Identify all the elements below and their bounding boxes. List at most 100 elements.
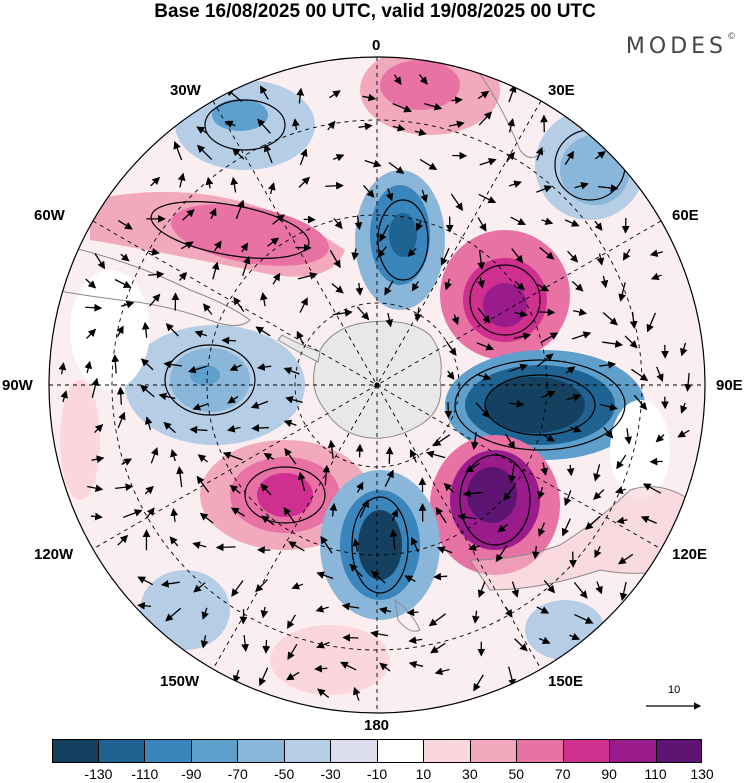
colorbar-swatch <box>331 739 378 763</box>
wind-vector-arrow <box>224 120 236 128</box>
wind-vector-arrow <box>235 199 245 220</box>
wind-vector-arrow <box>432 434 451 447</box>
wind-vector-arrow <box>440 247 450 266</box>
wind-vector-arrow <box>415 220 424 232</box>
wind-vector-arrow <box>539 247 555 260</box>
wind-vector-arrow <box>425 450 446 459</box>
colorbar-tick-label: -50 <box>274 766 295 782</box>
wind-vector-arrow <box>291 582 303 590</box>
wind-vector-arrow <box>540 462 549 476</box>
wind-vector-arrow <box>263 143 273 164</box>
wind-vector-arrow <box>255 579 268 593</box>
wind-vector-arrow <box>508 666 516 688</box>
wind-vectors <box>58 74 692 701</box>
wind-vector-arrow <box>352 686 361 701</box>
anomaly-neutral <box>70 270 150 390</box>
wind-vector-arrow <box>385 446 394 464</box>
wind-vector-arrow <box>221 336 236 345</box>
colorbar <box>52 739 702 763</box>
modes-logo: MODES© <box>626 32 736 59</box>
wind-vector-arrow <box>122 509 143 519</box>
wind-vector-arrow <box>574 613 594 624</box>
map-boundary <box>48 56 706 714</box>
wind-vector-arrow <box>144 416 153 431</box>
wind-vector-arrow <box>536 606 550 614</box>
wind-vector-arrow <box>163 421 176 434</box>
wind-vector-arrow <box>232 148 245 160</box>
wind-vector-arrow <box>408 660 424 669</box>
colorbar-tick-label: 90 <box>601 766 617 782</box>
wind-vector-arrow <box>272 272 281 285</box>
wind-vector-arrow <box>317 688 330 699</box>
wind-vector-arrow <box>160 579 180 588</box>
wind-vector-arrow <box>141 321 150 338</box>
wind-vector-arrow <box>596 253 605 266</box>
wind-vector-arrow <box>511 581 519 598</box>
wind-vector-arrow <box>147 248 160 256</box>
wind-vector-arrow <box>513 332 532 341</box>
anomaly-negative-core <box>389 213 417 257</box>
wind-vector-arrow <box>585 515 601 530</box>
wind-vector-arrow <box>118 220 133 230</box>
wind-vector-arrow <box>213 240 222 252</box>
colorbar-tick-label: 110 <box>644 766 667 782</box>
wind-vector-arrow <box>233 296 245 313</box>
wind-vector-arrow <box>240 242 249 253</box>
wind-vector-arrow <box>292 118 300 131</box>
wind-vector-arrow <box>408 636 423 645</box>
wind-vector-arrow <box>569 551 577 568</box>
wind-vector-arrow <box>116 386 125 405</box>
wind-vector-arrow <box>677 429 690 438</box>
lon-label-120e: 120E <box>672 546 708 563</box>
colorbar-tick-label: -90 <box>181 766 202 782</box>
wind-vector-arrow <box>114 278 132 288</box>
wind-vector-arrow <box>196 475 210 493</box>
anomaly-positive-core <box>257 473 313 517</box>
wind-vector-arrow <box>230 507 245 517</box>
colorbar-tick-label: 10 <box>415 766 432 782</box>
wind-vector-arrow <box>298 176 311 188</box>
wind-vector-arrow <box>285 395 303 404</box>
colorbar-tick-label: -130 <box>84 766 113 782</box>
wind-vector-arrow <box>91 377 100 398</box>
wind-vector-arrow <box>211 261 220 280</box>
wind-vector-arrow <box>507 118 515 133</box>
colorbar-swatch <box>238 739 285 763</box>
new-zealand-outline <box>394 598 421 632</box>
wind-vector-arrow <box>599 403 618 411</box>
wind-vector-arrow <box>199 512 214 524</box>
wind-vector-arrow <box>614 486 627 494</box>
wind-vector-arrow <box>569 425 582 433</box>
wind-vector-arrow <box>503 485 516 502</box>
wind-vector-arrow <box>259 85 269 100</box>
wind-vector-arrow <box>468 543 481 551</box>
wind-vector-arrow <box>364 159 382 168</box>
anomaly-positive-core <box>171 204 329 266</box>
colorbar-swatch <box>52 739 99 763</box>
wind-vector-arrow <box>409 449 417 463</box>
wind-vector-arrow <box>618 282 626 302</box>
wind-vector-arrow <box>430 642 446 654</box>
wind-vector-arrow <box>250 400 269 409</box>
wind-vector-arrow <box>340 661 357 671</box>
wind-vector-arrow <box>655 434 665 443</box>
wind-vector-arrow <box>649 249 663 258</box>
wind-vector-arrow <box>284 448 297 465</box>
wind-vector-arrow <box>259 667 269 687</box>
colorbar-tick-label: 70 <box>554 766 571 782</box>
wind-vector-arrow <box>393 74 402 85</box>
wind-vector-arrow <box>371 570 386 584</box>
colorbar-tick-label: 30 <box>462 766 478 782</box>
colorbar-swatch <box>191 739 238 763</box>
wind-vector-arrow <box>436 546 453 554</box>
wind-vector-arrow <box>574 182 589 190</box>
wind-vector-arrow <box>650 272 662 281</box>
wind-vector-arrow <box>169 536 179 547</box>
wind-vector-arrow <box>566 464 575 477</box>
wind-vector-arrow <box>420 189 428 203</box>
anomaly-positive-core <box>467 467 517 523</box>
colorbar-swatch <box>145 739 192 763</box>
wind-vector-arrow <box>477 581 486 598</box>
lon-label-90w: 90W <box>2 377 33 394</box>
colorbar-swatch <box>656 739 702 763</box>
